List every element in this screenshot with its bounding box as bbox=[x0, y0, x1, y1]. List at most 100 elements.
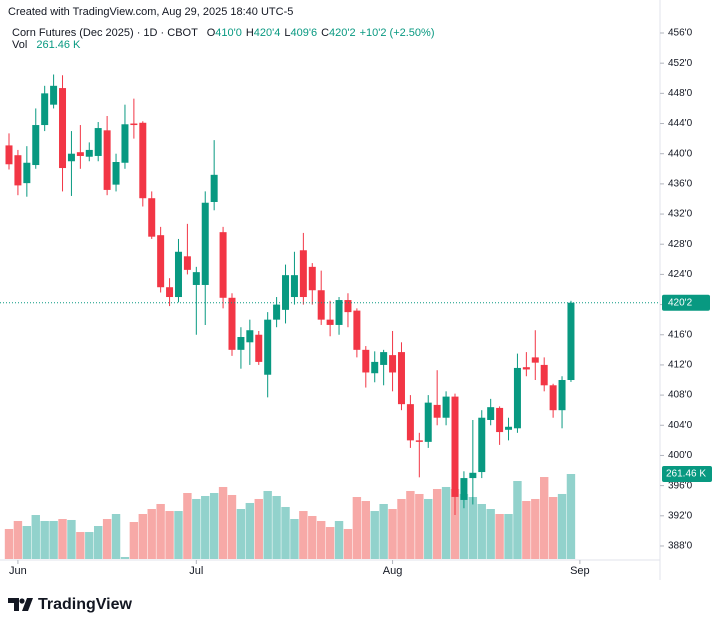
candle-body bbox=[14, 155, 22, 186]
y-tick-label: 456'0 bbox=[668, 28, 693, 39]
volume-bar bbox=[281, 506, 290, 559]
volume-bar bbox=[548, 497, 558, 559]
candle-body bbox=[469, 472, 477, 479]
volume-bar bbox=[272, 495, 281, 559]
watermark: Created with TradingView.com, Aug 29, 20… bbox=[8, 6, 293, 18]
volume-bar bbox=[531, 498, 540, 559]
y-tick-label: 396'0 bbox=[668, 480, 693, 491]
symbol-line: Corn Futures (Dec 2025) · 1D · CBOT O410… bbox=[12, 27, 434, 39]
ohlc-value: 420'2 bbox=[329, 27, 356, 39]
vol-value: 261.46 K bbox=[36, 39, 81, 51]
volume-bar bbox=[495, 514, 504, 559]
logo-text: TradingView bbox=[38, 596, 133, 613]
y-tick-label: 404'0 bbox=[668, 420, 693, 431]
volume-bar bbox=[201, 495, 210, 559]
x-tick-label: Aug bbox=[383, 565, 403, 577]
candle-body bbox=[201, 202, 209, 285]
candle-body bbox=[228, 297, 236, 350]
volume-bar bbox=[459, 493, 469, 559]
candle-body bbox=[192, 272, 200, 285]
x-tick-label: Sep bbox=[570, 565, 590, 577]
logo: TradingView bbox=[8, 596, 133, 613]
volume-bar bbox=[450, 489, 460, 559]
volume-bar bbox=[4, 528, 14, 559]
y-tick-label: 452'0 bbox=[668, 58, 693, 69]
y-tick-label: 416'0 bbox=[668, 329, 693, 340]
candle-body bbox=[335, 300, 343, 325]
candle-body bbox=[371, 361, 379, 374]
candle-body bbox=[174, 251, 182, 298]
volume-line: Vol 261.46 K bbox=[12, 39, 81, 51]
candle-body bbox=[157, 235, 165, 288]
ohlc-key: H bbox=[246, 27, 254, 39]
candle-body bbox=[282, 275, 290, 310]
candle-body bbox=[94, 128, 102, 156]
y-tick-label: 408'0 bbox=[668, 390, 693, 401]
candle-body bbox=[460, 478, 468, 500]
volume-bar bbox=[156, 503, 165, 559]
candle-body bbox=[85, 149, 93, 157]
volume-bar bbox=[290, 519, 299, 559]
volume-bar bbox=[147, 509, 156, 559]
candle-body bbox=[496, 407, 504, 433]
ohlc-value: 410'0 bbox=[215, 27, 242, 39]
y-tick-label: 436'0 bbox=[668, 179, 693, 190]
candle-body bbox=[478, 417, 486, 473]
candle-body bbox=[442, 396, 450, 418]
ohlc-value: 409'6 bbox=[291, 27, 318, 39]
ohlc-value: 420'4 bbox=[254, 27, 281, 39]
volume-bar bbox=[218, 486, 228, 559]
candle-body bbox=[148, 198, 156, 237]
candle-body bbox=[451, 396, 459, 497]
candle-body bbox=[397, 352, 405, 405]
volume-bar bbox=[22, 526, 32, 559]
candle-body bbox=[139, 122, 147, 199]
volume-bar bbox=[209, 493, 219, 559]
candle-body bbox=[299, 250, 307, 298]
candle-body bbox=[558, 380, 566, 411]
candle-body bbox=[513, 367, 521, 429]
volume-bar bbox=[343, 528, 353, 559]
vol-label: Vol bbox=[12, 39, 27, 51]
volume-bar bbox=[317, 520, 326, 559]
volume-bar bbox=[432, 489, 442, 559]
candle-body bbox=[41, 93, 49, 126]
candle-body bbox=[567, 302, 575, 381]
last-volume-label: 261.46 K bbox=[666, 469, 706, 480]
candle-body bbox=[505, 426, 513, 430]
volume-bar bbox=[58, 519, 67, 559]
candle-body bbox=[67, 153, 75, 162]
volume-bar bbox=[227, 494, 237, 559]
volume-bar bbox=[165, 511, 174, 559]
candle-body bbox=[326, 319, 334, 325]
volume-bar bbox=[40, 520, 49, 559]
candle-body bbox=[522, 367, 530, 370]
volume-bar bbox=[31, 515, 40, 559]
candle-body bbox=[255, 334, 263, 362]
ohlc-key: O bbox=[207, 27, 216, 39]
volume-bar bbox=[308, 515, 317, 559]
y-tick-label: 392'0 bbox=[668, 510, 693, 521]
volume-bar bbox=[49, 520, 58, 559]
volume-bar bbox=[361, 501, 370, 559]
y-tick-label: 424'0 bbox=[668, 269, 693, 280]
volume-bar bbox=[263, 490, 272, 559]
volume-bar bbox=[245, 502, 255, 559]
volume-bar bbox=[254, 498, 263, 559]
x-tick-label: Jul bbox=[189, 565, 203, 577]
volume-bar bbox=[415, 493, 424, 559]
x-tick-label: Jun bbox=[9, 565, 27, 577]
volume-bar bbox=[370, 511, 379, 559]
volume-bar bbox=[557, 493, 567, 559]
candle-body bbox=[121, 124, 129, 163]
volume-bar bbox=[522, 501, 531, 559]
candle-body bbox=[540, 364, 548, 386]
y-tick-label: 388'0 bbox=[668, 541, 693, 552]
candle-body bbox=[5, 145, 13, 165]
candle-body bbox=[112, 162, 120, 185]
candle-body bbox=[406, 404, 414, 441]
volume-bar bbox=[477, 503, 486, 559]
volume-bar bbox=[334, 520, 344, 559]
volume-bar bbox=[379, 503, 388, 559]
